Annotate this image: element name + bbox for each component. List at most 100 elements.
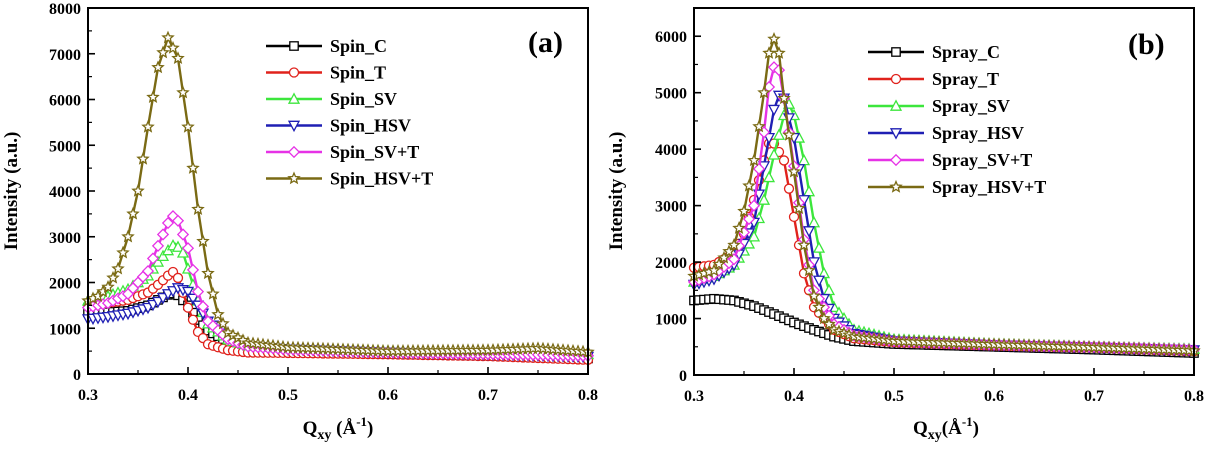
panel-b-legend: Spray_C Spray_T Spray_SV Spray_HSV Spray_SV+… — [868, 42, 1046, 197]
panel-b-data-point — [727, 253, 741, 266]
panel-a-series-5 — [81, 30, 595, 358]
panel-a-x-tick-label: 0.4 — [178, 387, 198, 404]
panel-a-data-point — [186, 263, 200, 277]
panel-b-y-tick-label: 3000 — [655, 199, 687, 216]
panel-b-legend-item: Spray_C — [868, 42, 1000, 62]
panel-a-data-point — [121, 229, 135, 243]
panel-b-legend-label: Spray_SV+T — [932, 150, 1032, 170]
panel-b-x-axis-title-sub: xy — [928, 428, 942, 443]
panel-b-data-point — [772, 46, 786, 59]
panel-b-series-layer — [687, 31, 1201, 358]
panel-a-legend-label: Spin_SV — [330, 89, 397, 109]
panel-a-y-axis-title: Intensity (a.u.) — [1, 132, 22, 251]
panel-b-data-point — [757, 193, 771, 205]
panel-a-x-tick-label: 0.3 — [78, 387, 98, 404]
panel-b-x-axis-title-main: Q — [913, 418, 928, 439]
panel-a-legend-marker — [287, 171, 301, 185]
panel-a-y-tick-label: 5000 — [49, 138, 81, 155]
panel-a-data-point — [181, 286, 195, 299]
panel-b-legend-label: Spray_C — [932, 42, 1000, 62]
panel-b-legend-item: Spray_HSV — [868, 123, 1024, 143]
panel-a-data-point — [151, 60, 165, 74]
panel-b-data-point — [817, 311, 831, 325]
panel-b-data-point — [783, 183, 795, 194]
panel-a-x-axis-title-main: Q — [303, 418, 318, 439]
panel-a-data-point — [131, 183, 145, 197]
panel-a-legend-label: Spin_C — [330, 36, 387, 56]
panel-b-data-point — [757, 85, 771, 99]
panel-b-x-tick-label: 0.3 — [684, 388, 704, 405]
panel-a-data-point — [156, 228, 170, 241]
panel-a-x-axis-title: Qxy (Å-1) — [303, 414, 374, 443]
panel-b-ticks: 0.3 0.4 0.5 0.6 0.7 0.8 0 1000 2000 3000 4000 5000 6… — [655, 29, 1204, 405]
panel-b-label: (b) — [1128, 28, 1165, 61]
panel-a-x-tick-label: 0.7 — [478, 387, 498, 404]
panel-b-legend-marker — [889, 179, 903, 193]
panel-b-data-point — [717, 250, 731, 264]
panel-a-legend-label: Spin_T — [330, 63, 386, 83]
panel-a-data-point — [176, 246, 190, 258]
panel-a-legend-label: Spin_SV+T — [330, 142, 419, 162]
panel-b-y-tick-label: 2000 — [655, 255, 687, 272]
panel-b-legend-label: Spray_SV — [932, 96, 1010, 116]
panel-a-data-point — [171, 214, 185, 227]
panel-a-data-point — [187, 314, 199, 325]
panel-b-data-point — [787, 164, 801, 178]
panel-a-legend-item: Spin_HSV+T — [266, 169, 433, 189]
panel-b-data-point — [747, 153, 761, 167]
panel-a-data-point — [196, 234, 210, 248]
panel-b-data-point — [762, 170, 776, 183]
panel-b-legend-label: Spray_T — [932, 69, 999, 89]
panel-b-data-point — [797, 238, 811, 251]
panel-a-y-tick-label: 1000 — [49, 321, 81, 338]
panel-b-legend-marker — [890, 73, 902, 85]
panel-b-data-point — [712, 257, 726, 270]
panel-a-data-point — [166, 40, 180, 54]
panel-a-data-point — [171, 51, 185, 65]
panel-b-data-point — [807, 288, 821, 302]
panel-a-data-point — [171, 240, 185, 252]
panel-a-data-point — [111, 261, 125, 275]
panel-a-data-point — [141, 264, 155, 278]
panel-b-data-point — [742, 178, 756, 192]
panel-b-legend-item: Spray_SV+T — [868, 150, 1032, 170]
panel-a-y-tick-label: 7000 — [49, 47, 81, 64]
panel-b-y-axis-title: Intensity (a.u.) — [606, 132, 627, 251]
panel-a-y-tick-label: 0 — [73, 367, 81, 384]
panel-a-data-point — [146, 90, 160, 103]
panel-b-data-point — [707, 263, 721, 277]
panel-a-x-axis-title-unit: (Å — [331, 418, 356, 439]
panel-a-data-point — [191, 202, 205, 216]
panel-b-legend-marker — [889, 128, 903, 140]
panel-a-data-point — [141, 119, 155, 133]
panel-b-data-point — [762, 133, 776, 145]
panel-b-data-point — [767, 104, 781, 117]
panel-b-data-point — [772, 128, 786, 140]
panel-b-data-point — [737, 204, 751, 218]
panel-a-x-axis-title-sup: -1 — [356, 414, 367, 429]
panel-a-x-tick-label: 0.6 — [378, 387, 398, 404]
panel-a-legend-marker — [287, 120, 301, 133]
panel-b-y-tick-label: 1000 — [655, 312, 687, 329]
panel-a-data-point — [156, 249, 170, 262]
panel-a-legend: Spin_C Spin_T Spin_SV Spin_HSV Spin_SV+T Spin… — [266, 36, 433, 189]
panel-a-ticks: 0.3 0.4 0.5 0.6 0.7 0.8 0 1000 2000 3000 4000 5000 6… — [49, 1, 598, 404]
panel-b-x-tick-label: 0.6 — [984, 388, 1004, 405]
panel-a-data-point — [216, 316, 230, 330]
panel-a-data-point — [151, 239, 165, 253]
panel-b-x-axis-title-sup: -1 — [962, 414, 973, 429]
panel-a-legend-label: Spin_HSV — [330, 116, 411, 136]
panel-a-data-point — [186, 161, 200, 174]
panel-b-data-point — [782, 127, 796, 141]
panel-a-data-point — [176, 228, 190, 241]
panel-b-series-5 — [687, 31, 1201, 357]
panel-b-data-point — [722, 244, 736, 258]
panel-b-x-axis-title: Qxy(Å-1) — [913, 414, 979, 443]
panel-a-data-point — [161, 216, 175, 230]
panel-a-legend-marker — [287, 92, 301, 104]
panel-a-y-tick-label: 2000 — [49, 276, 81, 293]
panel-b-data-point — [792, 201, 806, 215]
panel-b-legend-marker — [891, 47, 901, 57]
